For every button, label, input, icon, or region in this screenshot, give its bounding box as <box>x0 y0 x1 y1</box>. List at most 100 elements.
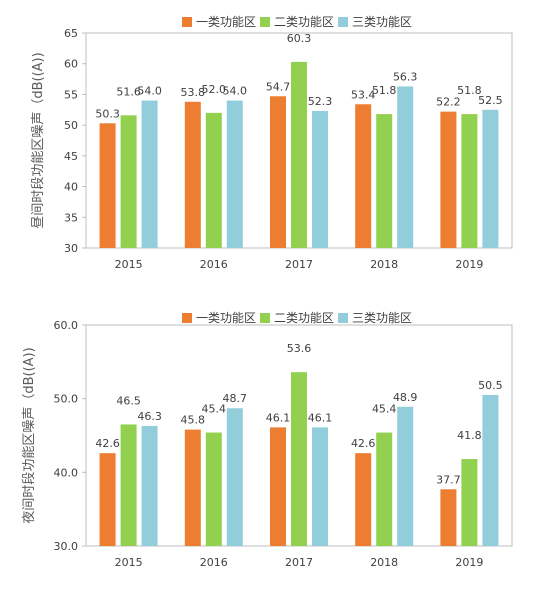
data-label: 53.6 <box>287 342 312 355</box>
data-label: 37.7 <box>436 473 461 486</box>
x-tick-label: 2019 <box>455 556 483 569</box>
data-label: 50.3 <box>95 107 120 120</box>
bar <box>397 406 414 546</box>
legend-swatch <box>338 313 348 323</box>
data-label: 50.5 <box>478 379 503 392</box>
y-tick-label: 60.0 <box>54 319 79 332</box>
y-tick-label: 50.0 <box>54 393 79 406</box>
data-label: 52.0 <box>202 83 227 96</box>
bar <box>184 101 201 248</box>
bar <box>205 112 222 248</box>
x-tick-label: 2015 <box>115 258 143 271</box>
x-tick-label: 2018 <box>370 556 398 569</box>
data-label: 45.4 <box>202 403 227 416</box>
x-tick-label: 2017 <box>285 556 313 569</box>
x-tick-label: 2016 <box>200 556 228 569</box>
y-axis-title: 昼间时段功能区噪声（dB((A)) <box>31 52 46 228</box>
data-label: 45.8 <box>181 414 206 427</box>
bar <box>141 425 158 546</box>
y-tick-label: 40 <box>64 181 78 194</box>
data-label: 56.3 <box>393 70 418 83</box>
bar <box>440 111 457 248</box>
legend-label: 一类功能区 <box>196 15 256 29</box>
x-tick-label: 2015 <box>115 556 143 569</box>
bar <box>99 123 116 248</box>
bar <box>397 86 414 248</box>
data-label: 52.2 <box>436 96 461 109</box>
legend-swatch <box>338 17 348 27</box>
bar <box>226 408 243 546</box>
data-label: 45.4 <box>372 403 397 416</box>
data-label: 51.8 <box>457 84 482 97</box>
x-tick-label: 2016 <box>200 258 228 271</box>
bar <box>312 111 328 248</box>
data-label: 42.6 <box>95 437 120 450</box>
y-tick-label: 60 <box>64 58 78 71</box>
data-label: 42.6 <box>351 437 376 450</box>
y-tick-label: 40.0 <box>54 466 79 479</box>
data-label: 53.4 <box>351 88 376 101</box>
data-label: 54.0 <box>137 85 162 98</box>
data-label: 51.6 <box>116 85 141 98</box>
y-axis-title: 夜间时段功能区噪声（dB((A)) <box>22 347 37 523</box>
legend-swatch <box>182 17 192 27</box>
data-label: 52.3 <box>308 95 333 108</box>
data-label: 52.5 <box>478 94 503 107</box>
bar <box>205 432 222 546</box>
data-label: 54.7 <box>266 80 291 93</box>
y-tick-label: 45 <box>64 150 78 163</box>
bar <box>376 114 393 248</box>
chart-2: 30.0 40.0 50.0 60.0 夜间时段功能区噪声（dB((A)) 2015 42.… <box>22 311 513 569</box>
bar <box>440 489 457 546</box>
bar <box>291 61 307 248</box>
y-tick-label: 50 <box>64 119 78 132</box>
bar <box>312 427 328 546</box>
bar <box>270 427 286 546</box>
legend-label: 二类功能区 <box>274 311 334 325</box>
y-tick-label: 30.0 <box>54 540 79 553</box>
data-label: 53.8 <box>181 86 206 99</box>
data-label: 54.0 <box>223 85 248 98</box>
bar <box>226 100 243 248</box>
data-label: 46.1 <box>308 411 333 424</box>
data-label: 41.8 <box>457 429 482 442</box>
y-tick-label: 35 <box>64 211 78 224</box>
legend-label: 三类功能区 <box>352 15 412 29</box>
bar <box>120 424 137 546</box>
chart-1: 30 35 40 45 50 55 60 65 昼间时段功能区噪声（dB((A)) 2015 50.… <box>31 15 513 271</box>
bar <box>461 114 478 248</box>
legend-label: 二类功能区 <box>274 15 334 29</box>
legend-swatch <box>182 313 192 323</box>
data-label: 46.3 <box>137 410 162 423</box>
data-label: 46.5 <box>116 394 141 407</box>
bar <box>461 459 478 546</box>
y-tick-label: 55 <box>64 88 78 101</box>
bar <box>270 96 286 249</box>
data-label: 60.3 <box>287 32 312 45</box>
data-label: 48.7 <box>223 392 248 405</box>
bar <box>291 372 307 546</box>
data-label: 46.1 <box>266 411 291 424</box>
bar <box>376 432 393 546</box>
data-label: 51.8 <box>372 84 397 97</box>
bar <box>99 453 116 546</box>
legend-label: 三类功能区 <box>352 311 412 325</box>
bar <box>120 115 137 248</box>
y-tick-label: 30 <box>64 242 78 255</box>
x-tick-label: 2018 <box>370 258 398 271</box>
legend-swatch <box>260 17 270 27</box>
bar <box>184 429 201 546</box>
bar <box>482 394 499 546</box>
bar <box>141 100 158 248</box>
legend-swatch <box>260 313 270 323</box>
y-tick-label: 65 <box>64 27 78 40</box>
data-label: 48.9 <box>393 391 418 404</box>
x-tick-label: 2019 <box>455 258 483 271</box>
bar <box>355 453 372 546</box>
x-tick-label: 2017 <box>285 258 313 271</box>
legend-label: 一类功能区 <box>196 311 256 325</box>
bar <box>355 104 372 248</box>
bar <box>482 109 499 249</box>
